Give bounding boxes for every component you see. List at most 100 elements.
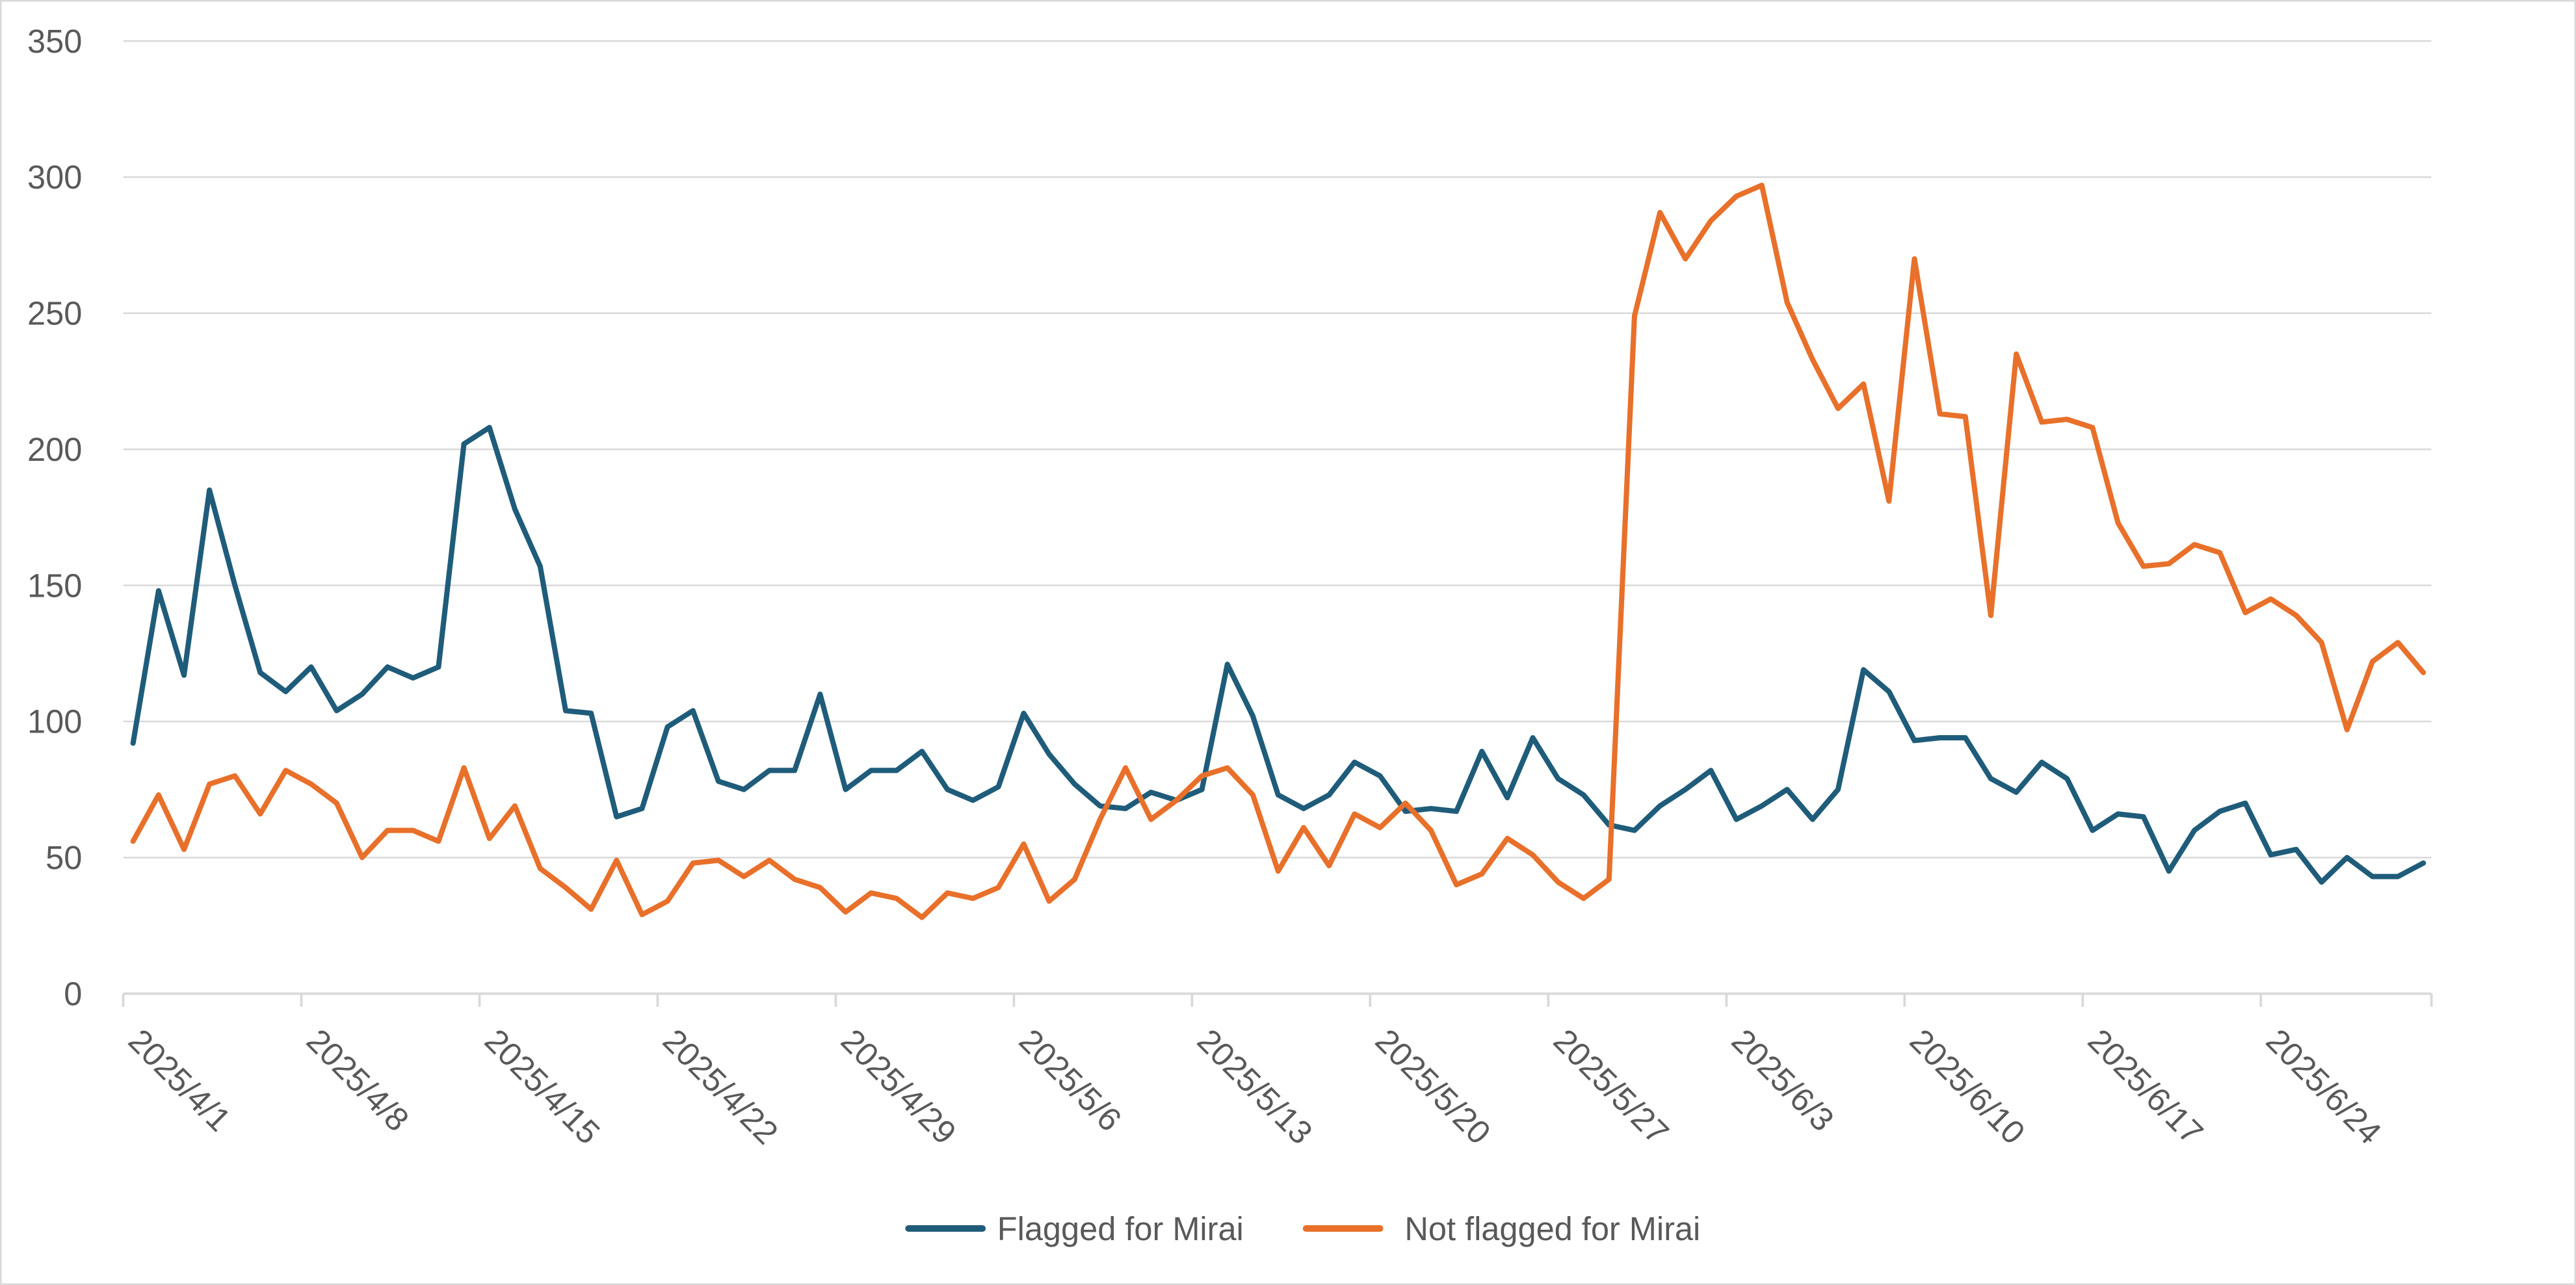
data-point [845,911,846,913]
data-point [2397,642,2399,643]
data-point [540,566,541,567]
data-point [2346,857,2348,858]
data-point [1914,740,1915,741]
data-point [489,838,490,839]
data-point [616,860,617,861]
data-point [259,672,261,673]
data-point [438,666,439,668]
data-point [2092,830,2093,831]
data-point [1456,811,1457,812]
data-point [947,789,948,790]
y-tick-label: 350 [27,23,82,60]
data-point [590,713,592,714]
y-tick-label: 200 [27,431,82,468]
data-point [540,868,541,869]
data-point [2194,830,2195,831]
data-point [2092,427,2093,428]
data-point [1583,898,1584,899]
gridlines [123,40,2432,859]
data-point [336,710,337,711]
data-point [921,751,923,752]
data-point [1736,819,1737,820]
data-point [921,917,923,918]
data-point [1761,805,1762,807]
y-tick-label: 100 [27,703,82,740]
data-point [183,675,185,676]
data-point [1099,819,1101,820]
y-tick-label: 250 [27,295,82,332]
data-point [412,830,414,831]
data-point [692,863,694,864]
data-point [514,509,516,510]
data-point [692,710,694,711]
data-point [1863,383,1864,385]
data-point [998,887,999,888]
data-point [845,789,846,790]
data-point [2066,419,2068,420]
data-point [1837,408,1839,409]
data-point [718,781,719,782]
data-point [1278,870,1279,872]
data-point [2423,672,2424,673]
data-point [769,860,770,861]
data-point [1736,196,1737,197]
data-point [1278,794,1279,796]
data-point [2397,876,2399,877]
data-point [438,840,439,842]
data-point [998,786,999,787]
data-point [361,694,363,695]
data-point [209,784,210,785]
data-point [1583,794,1584,796]
y-axis: 0 50 100 150 200 250 300 350 [27,23,82,1013]
data-point [718,860,719,861]
data-point [1252,794,1254,796]
data-point [820,694,821,695]
data-point [1939,413,1940,415]
data-point [2321,881,2322,883]
data-point [1430,830,1432,831]
data-point [361,857,363,858]
data-point [2372,876,2373,877]
data-point [514,805,516,807]
data-point [2423,863,2424,864]
data-point [1328,794,1330,796]
data-point [2143,816,2144,817]
data-point [616,816,617,817]
data-point [820,887,821,888]
data-point [1405,811,1406,812]
data-point [2245,612,2246,613]
data-point [1507,838,1508,839]
y-tick-label: 0 [64,975,82,1012]
data-point [1659,805,1661,807]
data-point [667,901,668,902]
data-point [1685,789,1686,790]
data-point [1023,713,1024,714]
data-point [1761,185,1762,186]
data-point [769,770,770,771]
data-point [1863,669,1864,670]
data-point [1176,800,1177,801]
data-point [209,489,210,491]
data-point [1837,789,1839,790]
data-point [1099,805,1101,807]
legend: Flagged for Mirai Not flagged for Mirai [905,1210,1700,1247]
data-point [590,909,592,910]
data-point [2143,566,2144,567]
data-point [285,770,286,771]
y-tick-label: 300 [27,159,82,196]
data-point [2168,870,2170,872]
legend-label-flagged: Flagged for Mirai [997,1210,1244,1247]
data-point [947,892,948,894]
data-point [2346,729,2348,730]
data-point [2321,642,2322,643]
data-point [412,677,414,679]
legend-label-not-flagged: Not flagged for Mirai [1404,1210,1700,1247]
series-lines [130,182,2426,920]
data-point [2016,792,2017,793]
data-point [489,427,490,428]
y-tick-label: 150 [27,567,82,604]
data-point [2016,354,2017,355]
y-tick-label: 50 [46,839,82,876]
